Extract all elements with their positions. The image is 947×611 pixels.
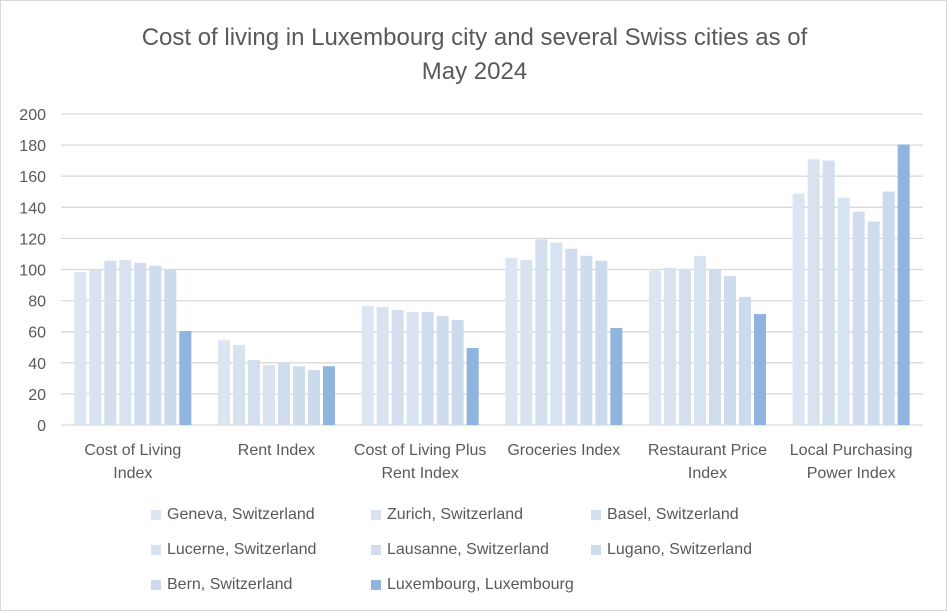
legend-swatch xyxy=(371,544,381,555)
bar-bern xyxy=(308,370,320,425)
bar-lucerne xyxy=(837,197,850,425)
bar-basel xyxy=(679,268,691,425)
y-tick-label: 140 xyxy=(19,200,46,217)
bar-basel xyxy=(822,160,835,425)
bar-lausanne xyxy=(709,269,721,425)
legend-item: Zurich, Switzerland xyxy=(371,504,591,525)
chart-title: Cost of living in Luxembourg city and se… xyxy=(1,21,946,89)
y-tick-label: 180 xyxy=(19,138,46,155)
bar-zurich xyxy=(520,259,533,425)
bar-bern xyxy=(739,296,751,425)
bar-lugano xyxy=(436,315,449,425)
legend-swatch xyxy=(591,544,601,555)
legend-label: Bern, Switzerland xyxy=(167,575,293,593)
bar-geneva xyxy=(74,271,87,425)
title-line-2: May 2024 xyxy=(421,58,528,85)
legend-label: Luxembourg, Luxembourg xyxy=(387,575,574,593)
bar-zurich xyxy=(376,306,389,425)
bar-lucerne xyxy=(263,365,275,425)
y-tick-label: 200 xyxy=(19,107,46,124)
x-tick-label: Rent Index xyxy=(238,442,315,459)
y-tick-label: 40 xyxy=(28,356,46,373)
legend-item: Lucerne, Switzerland xyxy=(151,539,371,560)
bar-lucerne xyxy=(406,311,419,425)
legend-label: Basel, Switzerland xyxy=(607,505,739,523)
bar-zurich xyxy=(807,159,820,425)
x-tick-label: Cost of Living Plus xyxy=(354,442,487,459)
x-tick-label: Groceries Index xyxy=(507,442,620,459)
legend-item: Bern, Switzerland xyxy=(151,574,371,595)
bar-bern xyxy=(882,191,895,425)
bar-lausanne xyxy=(565,248,578,425)
bar-zurich xyxy=(664,267,676,425)
bar-lugano xyxy=(580,255,593,425)
bar-geneva xyxy=(792,193,805,425)
y-tick-label: 0 xyxy=(37,418,46,435)
bar-basel xyxy=(391,309,404,425)
bar-lausanne xyxy=(134,262,147,425)
legend-label: Zurich, Switzerland xyxy=(387,505,524,523)
legend-label: Lugano, Switzerland xyxy=(607,540,752,558)
bar-geneva xyxy=(649,270,661,425)
x-tick-label: Index xyxy=(113,465,152,482)
y-tick-label: 60 xyxy=(28,325,46,342)
bar-basel xyxy=(104,260,117,425)
bar-luxembourg xyxy=(610,327,623,425)
x-tick-label: Restaurant Price xyxy=(648,442,767,459)
bar-zurich xyxy=(89,269,102,425)
bar-geneva xyxy=(361,305,374,425)
bar-lugano xyxy=(867,221,880,425)
legend-item: Luxembourg, Luxembourg xyxy=(371,574,591,595)
legend-swatch xyxy=(151,509,161,520)
bar-lausanne xyxy=(278,362,290,425)
x-tick-label: Rent Index xyxy=(381,465,458,482)
bar-basel xyxy=(535,239,548,425)
y-tick-label: 80 xyxy=(28,294,46,311)
bar-luxembourg xyxy=(323,366,335,425)
bar-geneva xyxy=(505,257,518,425)
legend-swatch xyxy=(371,579,381,590)
bar-lugano xyxy=(724,275,736,425)
legend-label: Lucerne, Switzerland xyxy=(167,540,317,558)
y-tick-label: 160 xyxy=(19,169,46,186)
bar-lausanne xyxy=(421,311,434,425)
title-line-1: Cost of living in Luxembourg city and se… xyxy=(141,24,808,51)
y-tick-label: 20 xyxy=(28,387,46,404)
bar-bern xyxy=(451,320,464,425)
y-tick-label: 100 xyxy=(19,263,46,280)
legend-item: Geneva, Switzerland xyxy=(151,504,371,525)
bar-zurich xyxy=(233,345,245,425)
bar-lugano xyxy=(149,265,162,425)
bar-lugano xyxy=(293,366,305,425)
legend-swatch xyxy=(591,509,601,520)
legend-swatch xyxy=(371,509,381,520)
legend-item: Lugano, Switzerland xyxy=(591,539,811,560)
bar-basel xyxy=(248,360,260,425)
bar-luxembourg xyxy=(754,313,766,425)
legend-item: Basel, Switzerland xyxy=(591,504,811,525)
x-tick-label: Power Index xyxy=(807,465,896,482)
bar-lucerne xyxy=(694,255,706,425)
legend-label: Geneva, Switzerland xyxy=(167,505,315,523)
x-tick-label: Local Purchasing xyxy=(790,442,913,459)
bar-lausanne xyxy=(852,211,865,425)
legend: Geneva, Switzerland Zurich, Switzerland Ba… xyxy=(151,504,831,595)
bar-lucerne xyxy=(550,242,563,425)
bar-luxembourg xyxy=(897,144,910,425)
y-tick-label: 120 xyxy=(19,231,46,248)
bar-luxembourg xyxy=(179,331,192,425)
bar-geneva xyxy=(218,340,230,425)
x-tick-label: Cost of Living xyxy=(84,442,181,459)
legend-swatch xyxy=(151,544,161,555)
legend-swatch xyxy=(151,579,161,590)
legend-item: Lausanne, Switzerland xyxy=(371,539,591,560)
bar-lucerne xyxy=(119,259,132,425)
bar-bern xyxy=(595,260,608,425)
bar-luxembourg xyxy=(466,348,479,425)
x-tick-label: Index xyxy=(688,465,727,482)
bar-bern xyxy=(164,269,177,425)
legend-label: Lausanne, Switzerland xyxy=(387,540,549,558)
